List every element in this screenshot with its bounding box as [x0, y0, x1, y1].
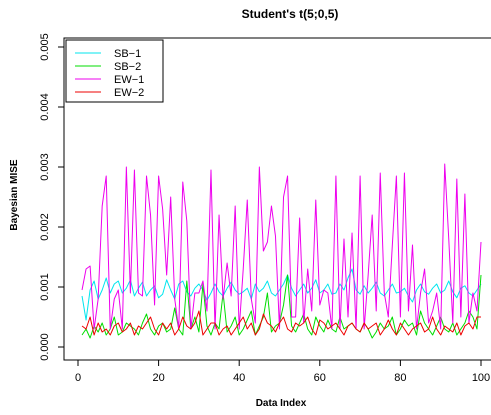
- series-group: [81, 163, 482, 339]
- legend-label: SB−1: [114, 48, 141, 60]
- x-tick-label: 40: [233, 372, 245, 384]
- legend-label: EW−1: [114, 74, 144, 86]
- x-tick-label: 0: [75, 372, 81, 384]
- series-line-3: [81, 163, 482, 330]
- y-tick-label: 0.000: [39, 333, 51, 361]
- legend-label: EW−2: [114, 87, 144, 99]
- y-tick-label: 0.002: [39, 213, 51, 241]
- y-axis: 0.000 0.001 0.002 0.003 0.004 0.005: [39, 33, 65, 361]
- y-tick-label: 0.004: [39, 93, 51, 121]
- y-axis-label: Bayesian MISE: [9, 159, 20, 230]
- x-tick-label: 80: [394, 372, 406, 384]
- x-axis-label: Data Index: [256, 398, 307, 409]
- y-tick-label: 0.003: [39, 153, 51, 181]
- series-line-2: [81, 274, 482, 339]
- chart-title: Student's t(5;0,5): [242, 7, 339, 21]
- y-tick-label: 0.001: [39, 273, 51, 301]
- legend-label: SB−2: [114, 61, 141, 73]
- legend: SB−1SB−2EW−1EW−2: [65, 39, 164, 103]
- x-tick-label: 20: [152, 372, 164, 384]
- y-tick-label: 0.005: [39, 33, 51, 61]
- x-tick-label: 60: [314, 372, 326, 384]
- x-axis: 0 20 40 60 80 100: [75, 359, 490, 384]
- series-line-4: [81, 310, 481, 336]
- legend-box: [65, 39, 164, 103]
- x-tick-label: 100: [472, 372, 490, 384]
